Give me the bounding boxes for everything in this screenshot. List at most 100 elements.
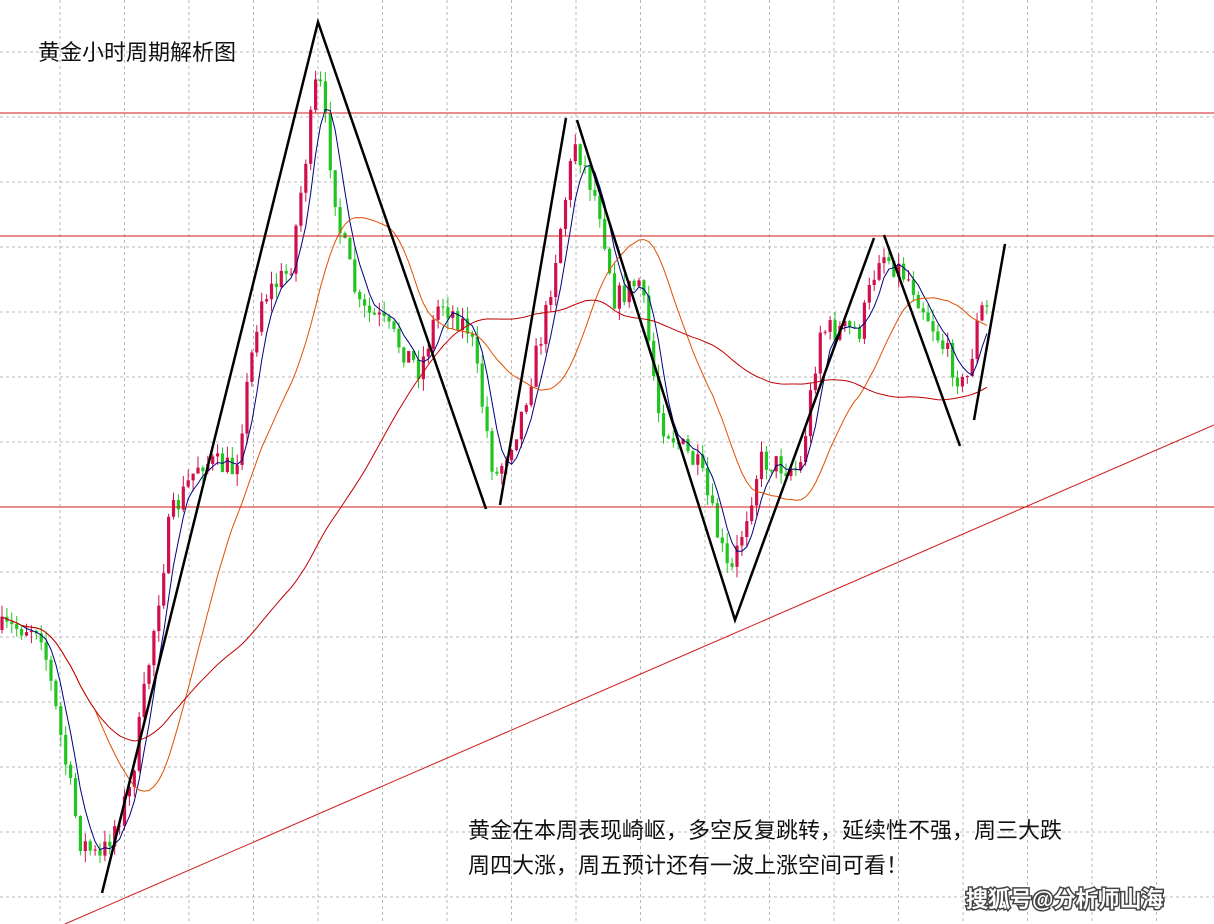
candle-body xyxy=(220,453,225,472)
candle-body xyxy=(255,331,259,353)
candle-body xyxy=(113,826,117,847)
candle-body xyxy=(490,431,494,472)
candle-body xyxy=(936,331,940,341)
candle-body xyxy=(348,237,352,260)
candle-body xyxy=(211,456,215,464)
candle-body xyxy=(392,321,396,329)
candle-body xyxy=(216,453,220,457)
candle-body xyxy=(627,280,631,303)
candle-body xyxy=(588,165,592,190)
candle-body xyxy=(142,683,146,717)
candle-body xyxy=(456,311,460,331)
candle-body xyxy=(24,632,29,636)
candle-body xyxy=(975,320,979,359)
candle-body xyxy=(818,332,822,374)
candle-body xyxy=(872,279,876,285)
candle-body xyxy=(323,81,327,113)
candle-body xyxy=(196,467,200,474)
wave-line xyxy=(972,243,1007,421)
candles xyxy=(0,70,989,864)
moving-average xyxy=(1,217,988,792)
candle-body xyxy=(397,328,401,348)
wave-line xyxy=(100,17,488,894)
candle-body xyxy=(735,545,739,567)
chart-title: 黄金小时周期解析图 xyxy=(38,40,236,65)
candle-body xyxy=(789,469,793,477)
candle-body xyxy=(882,257,886,264)
candle-body xyxy=(764,451,768,470)
candle-body xyxy=(524,405,528,412)
candle-body xyxy=(666,436,670,439)
candle-body xyxy=(167,516,171,574)
candle-body xyxy=(73,777,78,817)
candle-body xyxy=(608,248,612,274)
candle-body xyxy=(412,351,416,360)
candle-body xyxy=(93,849,97,851)
candle-body xyxy=(769,469,773,472)
candle-body xyxy=(725,543,729,564)
candle-body xyxy=(951,342,955,378)
candle-body xyxy=(309,109,313,164)
candle-body xyxy=(730,563,734,567)
candle-body xyxy=(186,480,190,487)
candle-body xyxy=(867,284,871,303)
candle-body xyxy=(926,312,930,322)
candle-body xyxy=(377,312,381,315)
candle-body xyxy=(333,170,337,208)
candle-body xyxy=(955,377,960,387)
candle-body xyxy=(485,406,489,432)
candle-body xyxy=(946,342,950,349)
candle-body xyxy=(279,270,283,288)
candle-body xyxy=(147,665,151,684)
candle-body xyxy=(554,263,558,298)
candle-body xyxy=(632,280,636,287)
candle-body xyxy=(64,734,68,765)
candle-body xyxy=(970,358,974,376)
candle-body xyxy=(387,316,391,322)
candle-body xyxy=(657,376,661,414)
candle-body xyxy=(519,411,523,440)
candle-body xyxy=(804,436,808,463)
candle-body xyxy=(529,386,533,406)
candle-body xyxy=(240,433,244,466)
candle-body xyxy=(338,207,342,234)
candle-body xyxy=(363,299,367,306)
candle-body xyxy=(343,233,347,238)
candle-body xyxy=(367,305,372,313)
candle-body xyxy=(921,308,925,313)
candle-body xyxy=(916,294,920,309)
candle-body xyxy=(260,301,264,332)
candle-body xyxy=(686,439,690,452)
candle-body xyxy=(794,469,798,471)
candle-body xyxy=(833,320,837,340)
candle-body xyxy=(887,257,891,261)
candle-body xyxy=(304,163,308,193)
candle-body xyxy=(451,311,455,318)
wave-line xyxy=(575,119,876,624)
candle-body xyxy=(421,356,425,380)
candle-body xyxy=(799,462,803,470)
candle-body xyxy=(671,438,675,443)
candle-body xyxy=(39,633,43,643)
candle-body xyxy=(568,161,572,200)
candle-body xyxy=(127,786,131,797)
annotation: 黄金在本周表现崎岖，多空反复跳转，延续性不强，周三大跌 xyxy=(468,818,1062,843)
candle-body xyxy=(230,457,234,475)
candle-body xyxy=(897,263,901,277)
candle-body xyxy=(559,228,563,264)
moving-average xyxy=(1,108,988,851)
candle-body xyxy=(720,537,724,544)
candle-body xyxy=(426,348,430,357)
candle-body xyxy=(549,297,553,305)
candle-body xyxy=(759,451,764,480)
candle-body xyxy=(103,841,107,856)
candle-body xyxy=(740,537,744,546)
candle-body xyxy=(358,291,362,300)
candle-body xyxy=(603,218,607,249)
candle-body xyxy=(446,307,450,318)
candle-body xyxy=(784,473,788,477)
candle-body xyxy=(617,285,621,309)
candle-body xyxy=(593,189,597,196)
candle-body xyxy=(162,573,166,606)
